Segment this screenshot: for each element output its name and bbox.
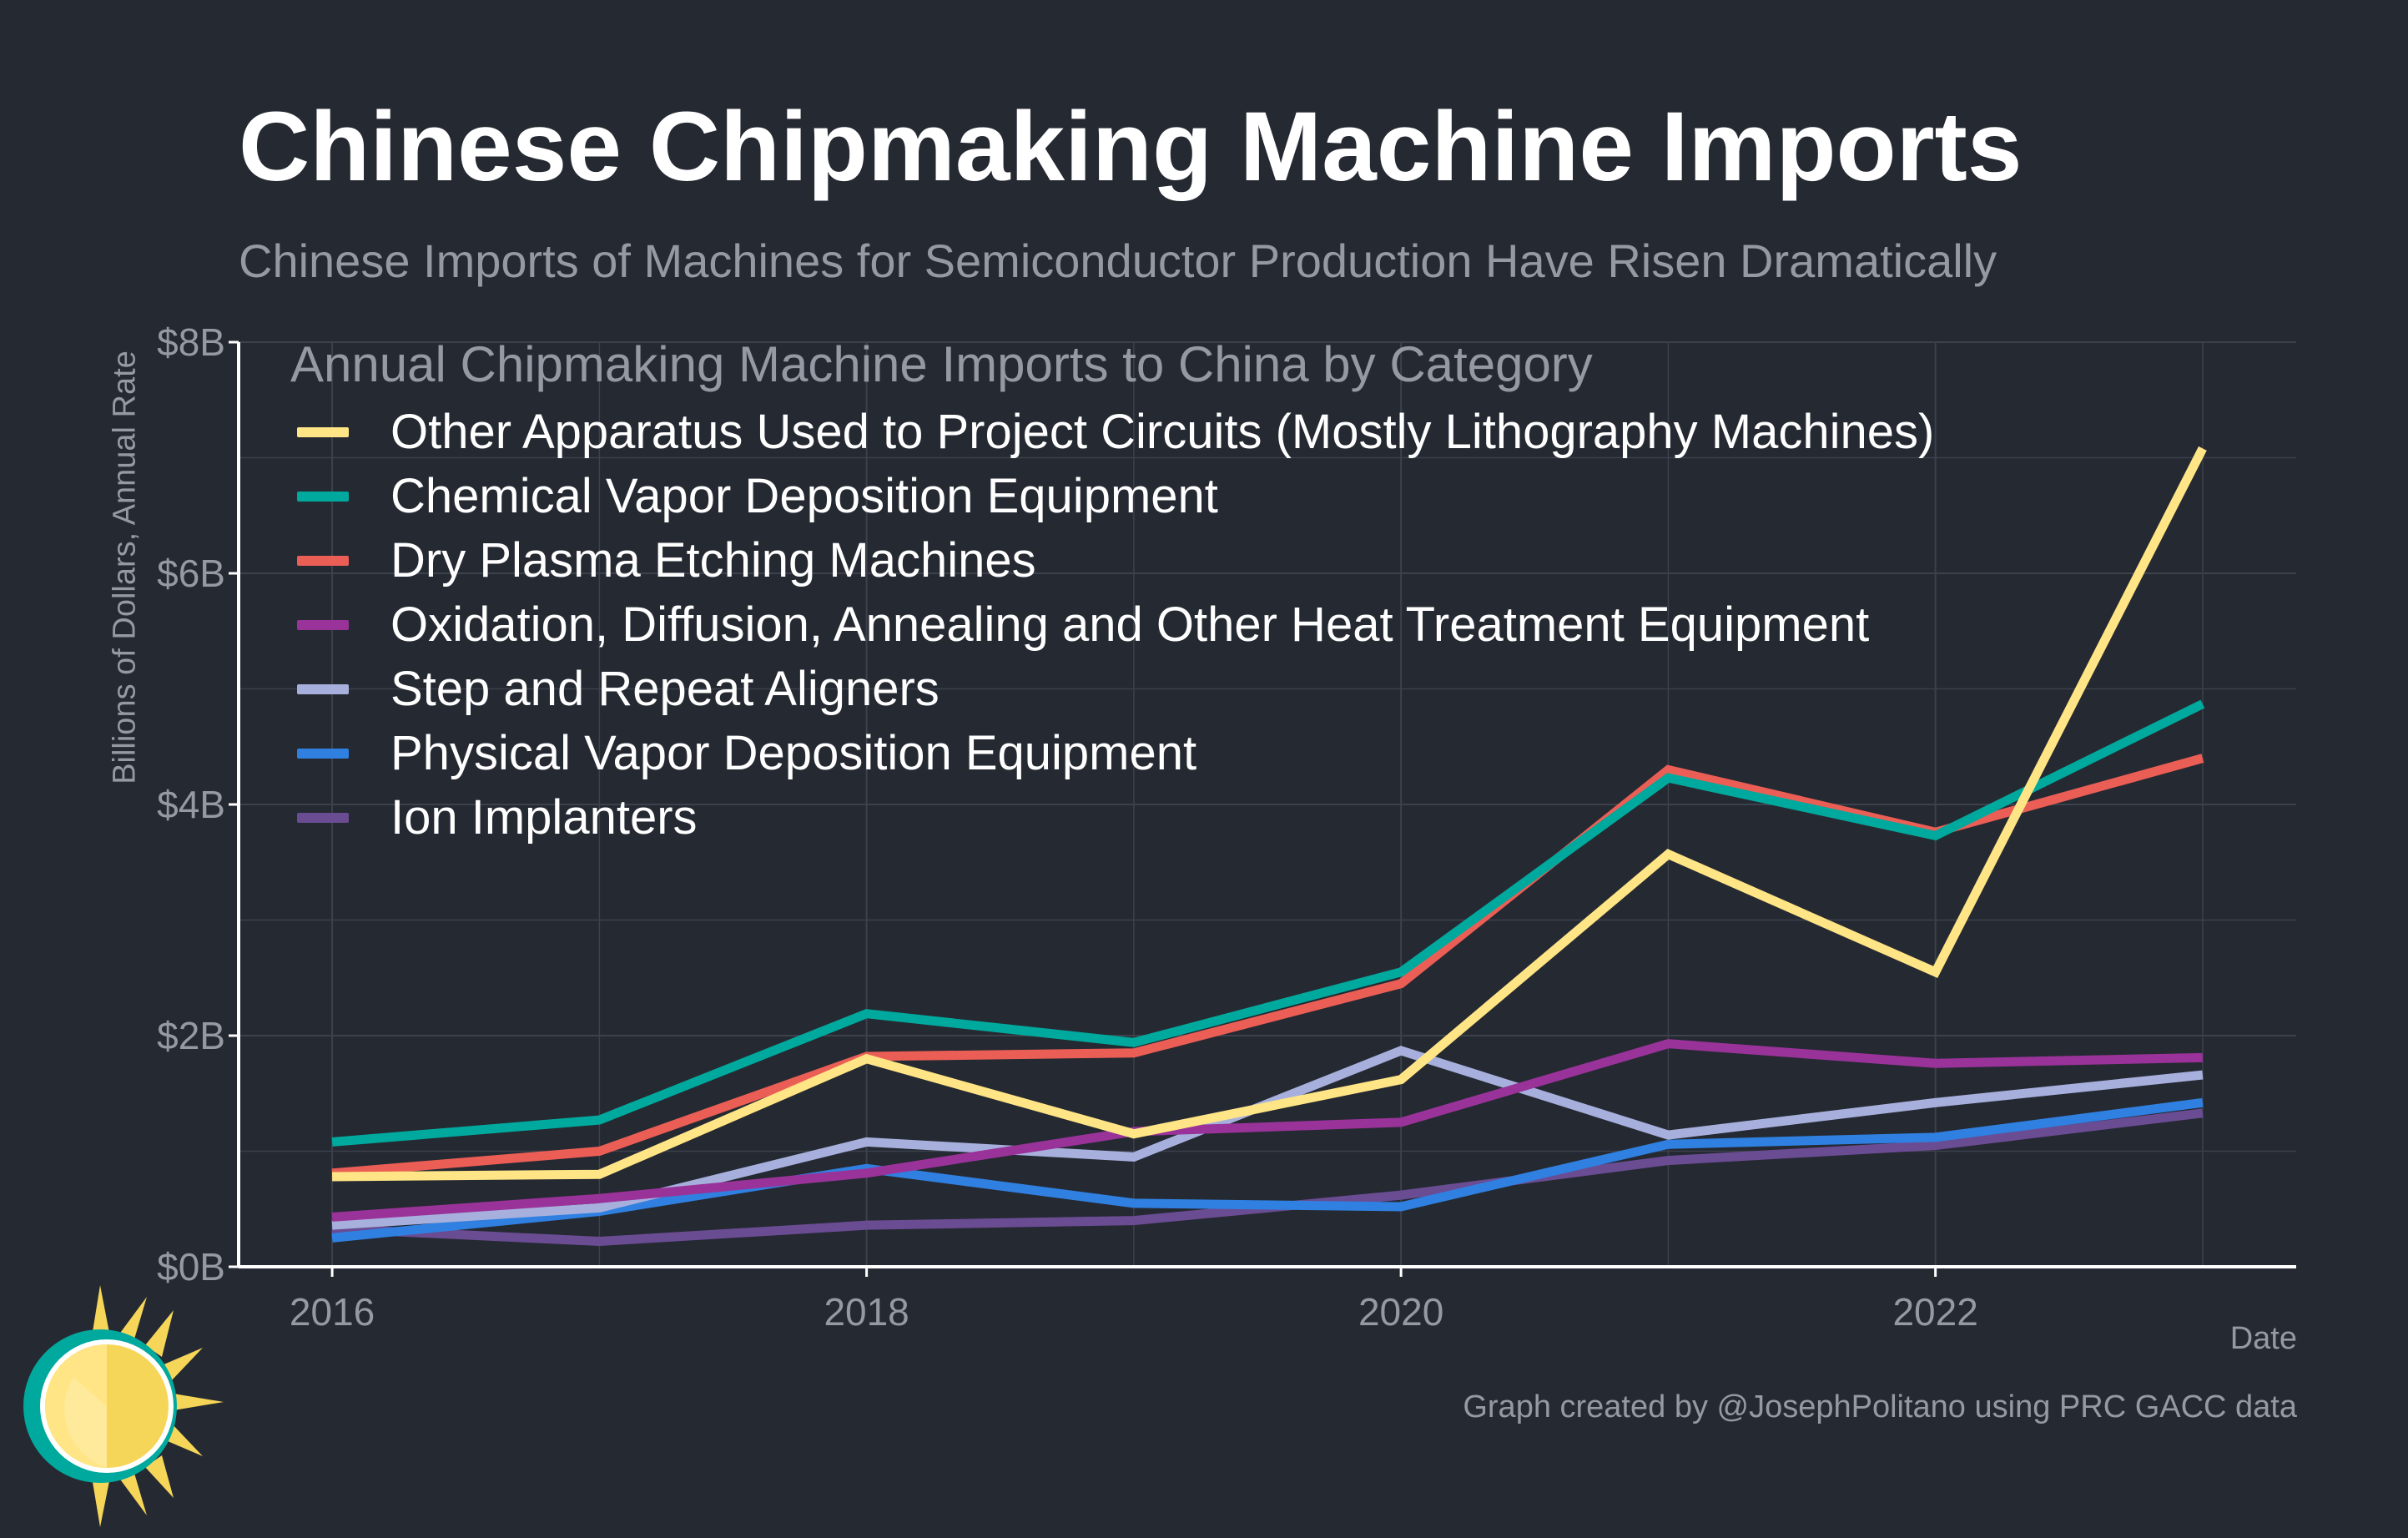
legend-label: Other Apparatus Used to Project Circuits… — [390, 405, 1935, 459]
series-line — [331, 699, 2205, 1147]
source-credit: Graph created by @JosephPolitano using P… — [1463, 1389, 2297, 1425]
sun-logo-icon — [23, 1285, 224, 1527]
x-tick-label: 2022 — [1892, 1290, 1977, 1334]
legend-swatch — [297, 812, 349, 823]
x-tick-label: 2020 — [1358, 1290, 1443, 1334]
legend-item: Other Apparatus Used to Project Circuits… — [290, 400, 1934, 464]
legend-label: Chemical Vapor Deposition Equipment — [390, 469, 1218, 523]
y-tick-label: $8B — [157, 320, 225, 364]
x-tick-label: 2018 — [824, 1290, 909, 1334]
legend-label: Dry Plasma Etching Machines — [390, 533, 1036, 587]
y-axis-label: Billions of Dollars, Annual Rate — [107, 350, 143, 784]
legend-item: Dry Plasma Etching Machines — [290, 528, 1934, 593]
legend-swatch — [297, 555, 349, 566]
y-tick-label: $2B — [157, 1014, 225, 1057]
legend-swatch — [297, 619, 349, 630]
chart-axes — [229, 340, 2296, 1277]
page-subtitle: Chinese Imports of Machines for Semicond… — [239, 234, 1997, 287]
series-line — [331, 1108, 2204, 1247]
y-tick-label: $6B — [157, 552, 225, 595]
series-line — [331, 1097, 2204, 1243]
x-axis-label: Date — [2229, 1321, 2297, 1356]
series-line — [332, 446, 2207, 1182]
x-tick-label: 2016 — [290, 1290, 375, 1334]
legend-item: Chemical Vapor Deposition Equipment — [290, 464, 1934, 528]
chart-legend: Annual Chipmaking Machine Imports to Chi… — [290, 335, 1934, 850]
chart-series — [331, 446, 2207, 1247]
legend-item: Oxidation, Diffusion, Annealing and Othe… — [290, 593, 1934, 657]
legend-item: Physical Vapor Deposition Equipment — [290, 721, 1934, 785]
legend-label: Physical Vapor Deposition Equipment — [390, 726, 1197, 780]
legend-item: Ion Implanters — [290, 785, 1934, 850]
legend-item: Step and Repeat Aligners — [290, 657, 1934, 721]
legend-swatch — [297, 748, 349, 759]
y-tick-label: $4B — [157, 783, 225, 826]
legend-swatch — [297, 426, 349, 437]
page-title: Chinese Chipmaking Machine Imports — [239, 92, 2023, 202]
legend-label: Ion Implanters — [390, 790, 698, 845]
y-tick-label: $0B — [157, 1245, 225, 1288]
legend-label: Step and Repeat Aligners — [390, 662, 940, 716]
legend-swatch — [297, 491, 349, 502]
legend-title: Annual Chipmaking Machine Imports to Chi… — [290, 336, 1593, 392]
chart-tick-labels: $0B $2B $4B $6B $8B 2016 2018 2020 2022 — [157, 320, 1978, 1334]
legend-swatch — [297, 683, 349, 694]
series-line — [331, 1039, 2204, 1222]
legend-label: Oxidation, Diffusion, Annealing and Othe… — [390, 598, 1870, 652]
